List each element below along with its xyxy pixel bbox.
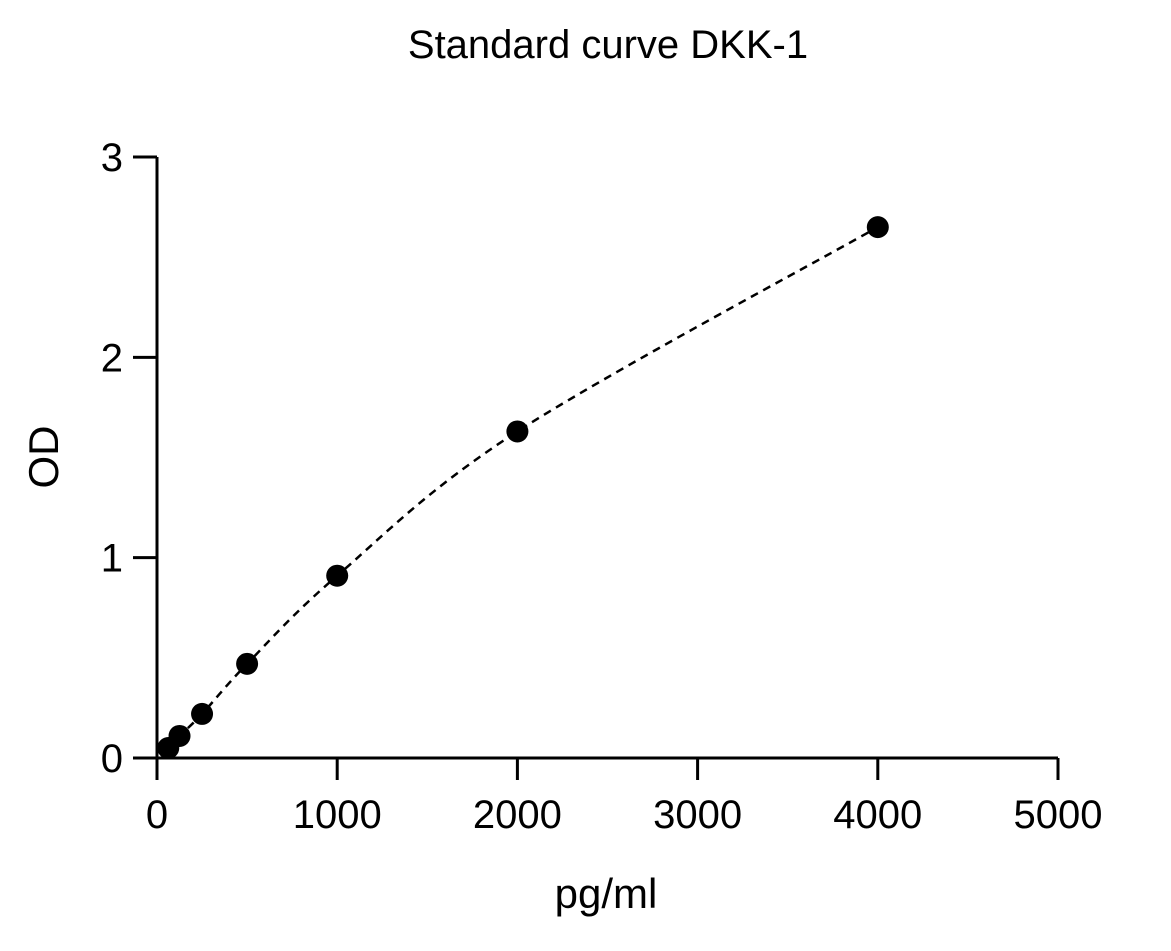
data-point: [326, 564, 349, 587]
x-ticks: 0 1000 2000 3000 4000 5000: [146, 758, 1103, 837]
x-tick-label: 5000: [1014, 793, 1103, 837]
x-tick-label: 3000: [653, 793, 742, 837]
chart-title: Standard curve DKK-1: [408, 23, 808, 67]
data-point: [506, 420, 529, 443]
data-point: [866, 216, 889, 239]
data-point: [191, 702, 214, 725]
y-tick-label: 1: [101, 537, 123, 581]
fit-curve: [167, 226, 879, 749]
data-point: [168, 724, 191, 747]
y-axis-label: OD: [20, 426, 67, 489]
x-tick-label: 1000: [293, 793, 382, 837]
y-tick-label: 2: [101, 336, 123, 380]
y-tick-label: 0: [101, 737, 123, 781]
x-tick-label: 4000: [833, 793, 922, 837]
y-ticks: 0 1 2 3: [101, 136, 157, 781]
data-point: [236, 652, 259, 675]
x-axis-label: pg/ml: [555, 870, 658, 917]
x-tick-label: 0: [146, 793, 168, 837]
x-tick-label: 2000: [473, 793, 562, 837]
data-points: [157, 216, 889, 759]
y-tick-label: 3: [101, 136, 123, 180]
